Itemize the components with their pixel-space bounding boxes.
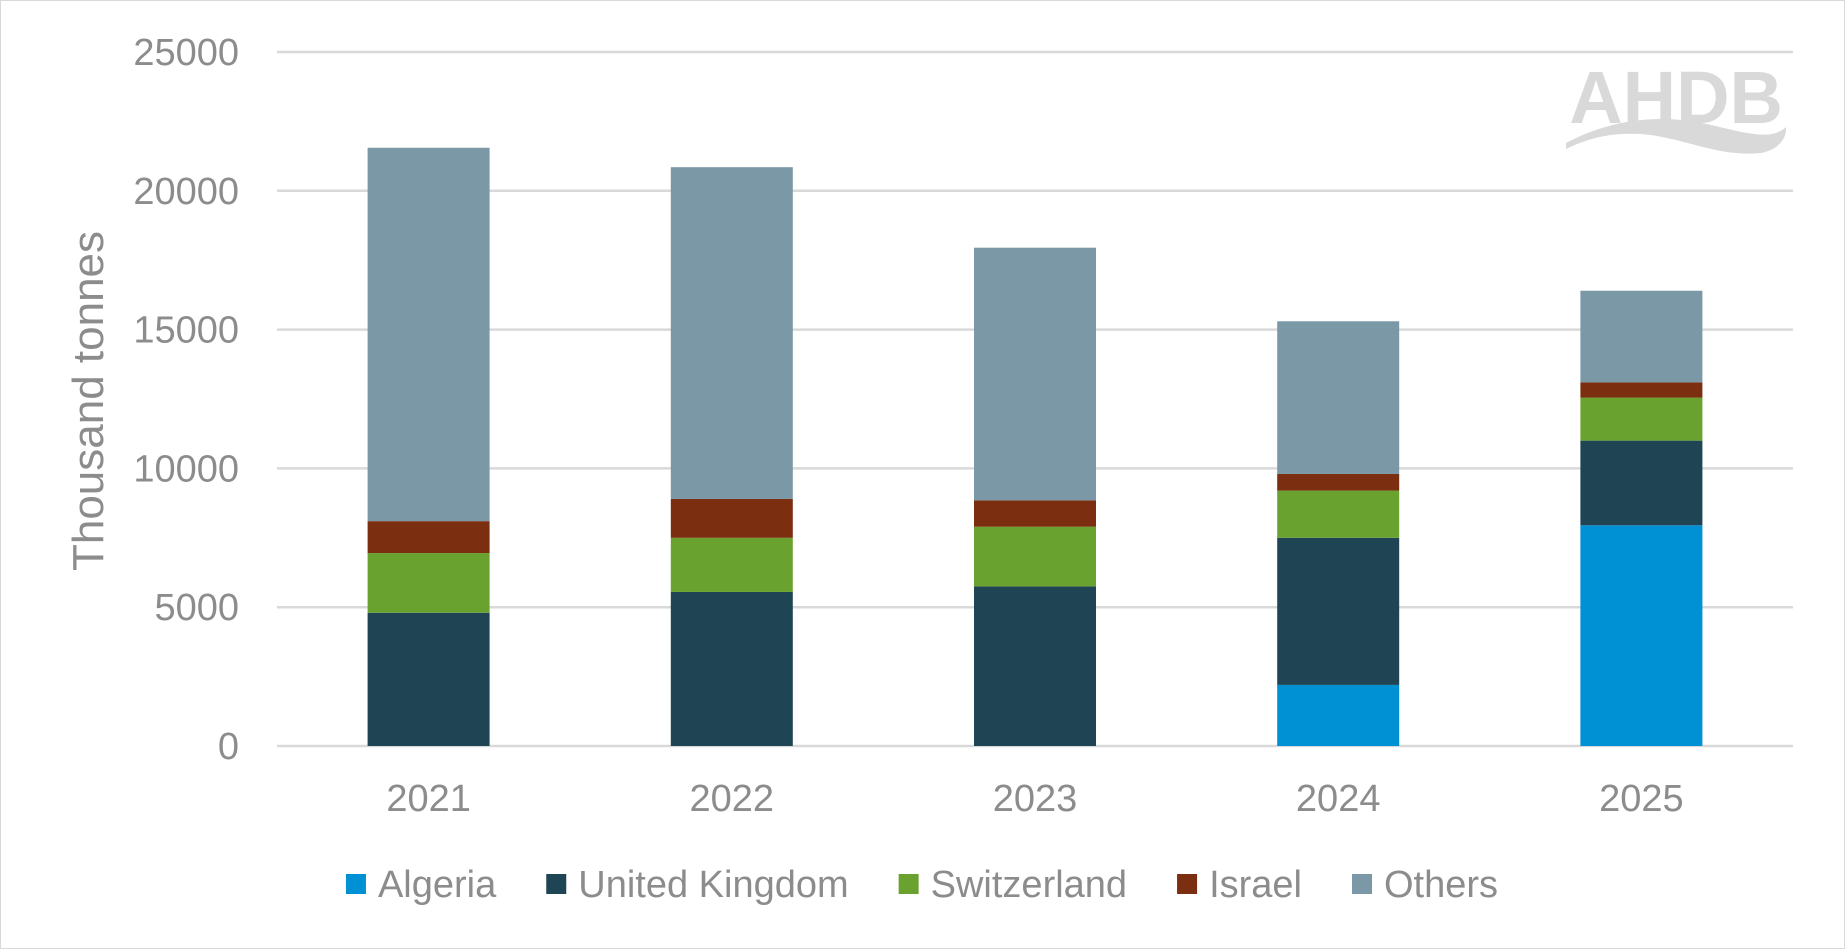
bar-2023-switzerland: [974, 526, 1096, 587]
legend-label: Israel: [1209, 864, 1302, 906]
x-tick-label: 2023: [993, 778, 1078, 820]
bar-2025-others: [1580, 290, 1703, 383]
x-tick-label: 2022: [690, 778, 775, 820]
x-tick-label: 2024: [1296, 778, 1381, 820]
bar-2025-switzerland: [1580, 397, 1703, 441]
legend-swatch: [898, 874, 919, 894]
y-tick-label: 5000: [154, 587, 239, 629]
bar-2024-united-kingdom: [1277, 537, 1400, 685]
y-tick-label: 20000: [133, 171, 239, 213]
y-tick-label: 0: [218, 726, 239, 768]
y-tick-label: 15000: [133, 310, 239, 352]
legend-item-switzerland: Switzerland: [898, 864, 1127, 906]
bar-2024-others: [1277, 321, 1400, 474]
legend-label: Algeria: [378, 864, 497, 906]
bar-2022-others: [670, 167, 793, 499]
bar-2023-israel: [974, 500, 1096, 527]
bar-2025-united-kingdom: [1580, 440, 1703, 526]
x-tick-label: 2021: [386, 778, 471, 820]
legend-label: Others: [1384, 864, 1498, 906]
legend-item-others: Others: [1351, 864, 1498, 906]
bars: [367, 147, 1703, 746]
legend-item-israel: Israel: [1177, 864, 1302, 906]
legend-item-algeria: Algeria: [345, 864, 497, 906]
bar-2021-israel: [367, 521, 490, 554]
legend-swatch: [1351, 874, 1372, 894]
legend-swatch: [546, 874, 567, 894]
legend-swatch: [345, 874, 366, 894]
legend-label: Switzerland: [931, 864, 1127, 906]
bar-2022-united-kingdom: [670, 591, 793, 746]
ahdb-logo: AHDB: [1566, 56, 1787, 154]
bar-2024-algeria: [1277, 684, 1400, 746]
legend-swatch: [1177, 874, 1198, 894]
y-tick-label: 10000: [133, 448, 239, 490]
legend-item-united-kingdom: United Kingdom: [546, 864, 849, 906]
bar-2024-switzerland: [1277, 490, 1400, 538]
y-axis-ticks: 0 5000 10000 15000 20000 25000: [133, 32, 239, 768]
bar-2022-switzerland: [670, 537, 793, 592]
bar-2021-united-kingdom: [367, 612, 490, 746]
logo-swoosh: [1566, 119, 1787, 154]
x-axis-ticks: 2021 2022 2023 2024 2025: [386, 778, 1683, 820]
bar-2021-switzerland: [367, 553, 490, 613]
legend-label: United Kingdom: [578, 864, 848, 906]
bar-2022-israel: [670, 498, 793, 538]
bar-2025-algeria: [1580, 525, 1703, 746]
bar-2023-others: [974, 247, 1096, 501]
y-tick-label: 25000: [133, 32, 239, 74]
x-tick-label: 2025: [1599, 778, 1684, 820]
legend: Algeria United Kingdom Switzerland Israel Ot…: [345, 864, 1498, 906]
bar-2025-israel: [1580, 382, 1703, 398]
bar-2021-others: [367, 147, 490, 522]
y-axis-title: Thousand tonnes: [64, 231, 113, 571]
bar-2024-israel: [1277, 473, 1400, 491]
bar-2023-united-kingdom: [974, 586, 1096, 746]
